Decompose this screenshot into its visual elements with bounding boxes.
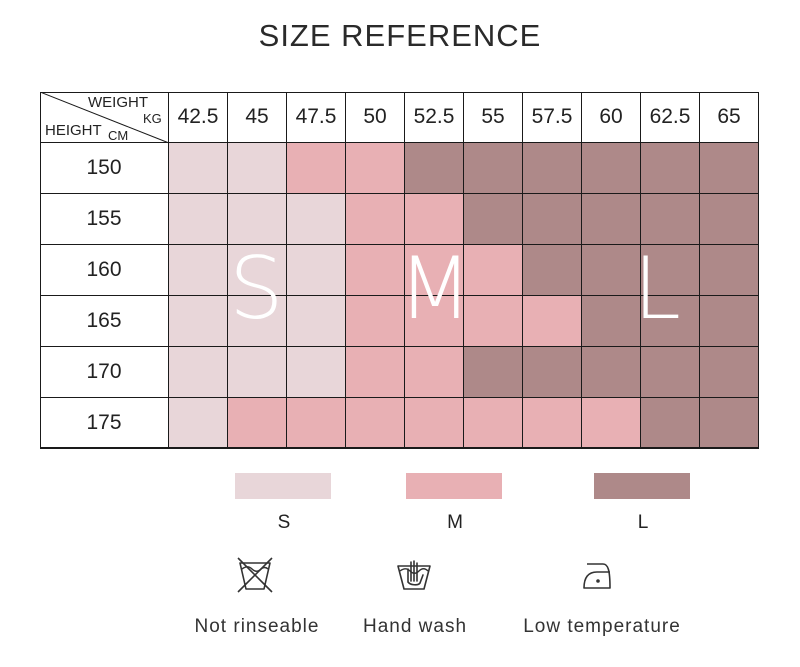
size-cell-s xyxy=(169,347,228,398)
height-label: 150 xyxy=(40,143,169,194)
height-label: 155 xyxy=(40,194,169,245)
size-cell-m xyxy=(405,194,464,245)
size-cell-l xyxy=(523,194,582,245)
care-label-low-temperature: Low temperature xyxy=(523,616,681,637)
size-cell-m xyxy=(346,194,405,245)
size-cell-m xyxy=(346,296,405,347)
height-label: 170 xyxy=(40,347,169,398)
weight-header: 50 xyxy=(346,92,405,143)
weight-header: 55 xyxy=(464,92,523,143)
low-temperature-iron-icon xyxy=(583,563,611,589)
overlay-letter-m: M xyxy=(398,239,473,339)
size-cell-m xyxy=(287,398,346,449)
size-cell-l xyxy=(464,194,523,245)
hand-wash-icon xyxy=(397,560,431,590)
care-label-hand-wash: Hand wash xyxy=(362,616,468,637)
size-cell-s xyxy=(287,347,346,398)
size-cell-s xyxy=(169,245,228,296)
size-cell-m xyxy=(346,398,405,449)
size-cell-l xyxy=(464,347,523,398)
legend-label-m: M xyxy=(447,512,463,533)
size-cell-m xyxy=(405,347,464,398)
size-table: 42.5 45 47.5 50 52.5 55 57.5 60 62.5 65 150 155 160 1… xyxy=(40,92,759,449)
corner-height-label: HEIGHT xyxy=(45,122,102,139)
weight-header: 52.5 xyxy=(405,92,464,143)
size-cell-l xyxy=(700,143,759,194)
size-cell-s xyxy=(169,296,228,347)
size-cell-s xyxy=(287,245,346,296)
size-cell-m xyxy=(405,296,464,347)
corner-weight-label: WEIGHT xyxy=(88,94,148,111)
size-cell-s xyxy=(228,143,287,194)
weight-header: 65 xyxy=(700,92,759,143)
size-cell-l xyxy=(582,296,641,347)
size-cell-s xyxy=(228,194,287,245)
size-cell-s xyxy=(228,296,287,347)
size-cell-s xyxy=(169,194,228,245)
size-cell-l xyxy=(582,194,641,245)
legend-label-s: S xyxy=(277,512,291,533)
size-cell-m xyxy=(346,347,405,398)
size-cell-m xyxy=(405,398,464,449)
size-cell-s xyxy=(287,194,346,245)
size-cell-m xyxy=(523,398,582,449)
weight-header: 42.5 xyxy=(169,92,228,143)
size-cell-s xyxy=(169,398,228,449)
height-label: 165 xyxy=(40,296,169,347)
size-cell-l xyxy=(700,398,759,449)
size-cell-l xyxy=(523,347,582,398)
size-cell-l xyxy=(464,143,523,194)
weight-header: 60 xyxy=(582,92,641,143)
size-cell-l xyxy=(700,347,759,398)
size-cell-l xyxy=(582,347,641,398)
weight-header: 47.5 xyxy=(287,92,346,143)
corner-kg-label: KG xyxy=(143,111,162,126)
size-cell-l xyxy=(700,194,759,245)
height-label: 175 xyxy=(40,398,169,449)
size-cell-m xyxy=(464,296,523,347)
size-cell-l xyxy=(641,143,700,194)
size-cell-l xyxy=(641,194,700,245)
size-cell-m xyxy=(346,245,405,296)
size-cell-l xyxy=(641,347,700,398)
legend-swatch-s xyxy=(235,473,331,499)
size-cell-s xyxy=(169,143,228,194)
size-cell-m xyxy=(346,143,405,194)
size-cell-l xyxy=(523,143,582,194)
size-cell-l xyxy=(641,296,700,347)
page-title: SIZE REFERENCE xyxy=(258,18,542,53)
size-cell-m xyxy=(464,398,523,449)
legend-swatch-m xyxy=(406,473,502,499)
legend-label-l: L xyxy=(637,512,649,533)
size-cell-m xyxy=(464,245,523,296)
weight-header: 57.5 xyxy=(523,92,582,143)
size-cell-s xyxy=(228,245,287,296)
no-rinse-icon xyxy=(237,557,273,593)
size-cell-l xyxy=(700,245,759,296)
size-cell-l xyxy=(582,245,641,296)
weight-header: 62.5 xyxy=(641,92,700,143)
height-label: 160 xyxy=(40,245,169,296)
size-cell-l xyxy=(523,245,582,296)
overlay-letter-l: L xyxy=(633,239,681,339)
care-label-not-rinseable: Not rinseable xyxy=(194,616,320,637)
size-cell-m xyxy=(287,143,346,194)
size-cell-m xyxy=(523,296,582,347)
size-cell-l xyxy=(582,143,641,194)
corner-cm-label: CM xyxy=(108,128,129,143)
size-cell-m xyxy=(582,398,641,449)
weight-header: 45 xyxy=(228,92,287,143)
size-cell-l xyxy=(405,143,464,194)
size-cell-l xyxy=(641,398,700,449)
legend-swatch-l xyxy=(594,473,690,499)
size-cell-m xyxy=(405,245,464,296)
size-cell-m xyxy=(228,398,287,449)
size-cell-s xyxy=(287,296,346,347)
size-cell-l xyxy=(700,296,759,347)
size-cell-s xyxy=(228,347,287,398)
size-cell-l xyxy=(641,245,700,296)
overlay-letter-s: S xyxy=(229,239,284,339)
